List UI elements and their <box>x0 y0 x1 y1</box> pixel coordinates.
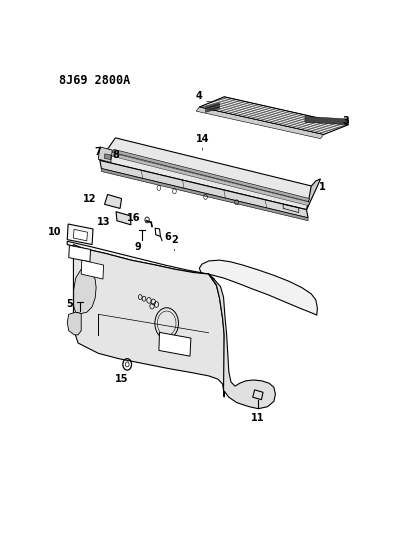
Polygon shape <box>73 245 224 397</box>
Text: 8: 8 <box>112 150 119 160</box>
Text: 2: 2 <box>171 236 178 245</box>
Polygon shape <box>67 224 93 245</box>
Text: 9: 9 <box>134 243 141 253</box>
Polygon shape <box>116 212 131 225</box>
Text: 4: 4 <box>196 91 203 101</box>
Text: 11: 11 <box>251 413 265 423</box>
Text: 10: 10 <box>47 227 61 237</box>
Polygon shape <box>81 260 103 279</box>
Polygon shape <box>67 241 318 315</box>
Text: 8J69 2800A: 8J69 2800A <box>59 74 131 87</box>
Polygon shape <box>105 154 111 159</box>
Polygon shape <box>159 333 191 356</box>
Text: 5: 5 <box>66 299 73 309</box>
Polygon shape <box>100 160 308 218</box>
Polygon shape <box>67 312 81 335</box>
Polygon shape <box>69 245 91 262</box>
Text: 15: 15 <box>115 374 128 384</box>
Text: 1: 1 <box>319 182 326 192</box>
Polygon shape <box>209 274 275 409</box>
Polygon shape <box>112 149 310 201</box>
Polygon shape <box>100 138 316 209</box>
Text: 12: 12 <box>83 195 96 204</box>
Text: 14: 14 <box>196 134 209 144</box>
Polygon shape <box>305 117 348 125</box>
Polygon shape <box>105 195 122 208</box>
Polygon shape <box>306 179 320 209</box>
Text: 7: 7 <box>95 147 101 157</box>
Polygon shape <box>112 154 310 206</box>
Polygon shape <box>196 107 324 139</box>
Text: 13: 13 <box>97 217 111 228</box>
Polygon shape <box>73 229 87 241</box>
Polygon shape <box>199 97 348 134</box>
Text: 6: 6 <box>164 232 171 242</box>
Polygon shape <box>74 269 96 313</box>
Text: 16: 16 <box>128 213 141 223</box>
Polygon shape <box>98 147 112 163</box>
Text: 3: 3 <box>342 116 349 126</box>
Polygon shape <box>101 168 308 221</box>
Polygon shape <box>206 103 219 112</box>
